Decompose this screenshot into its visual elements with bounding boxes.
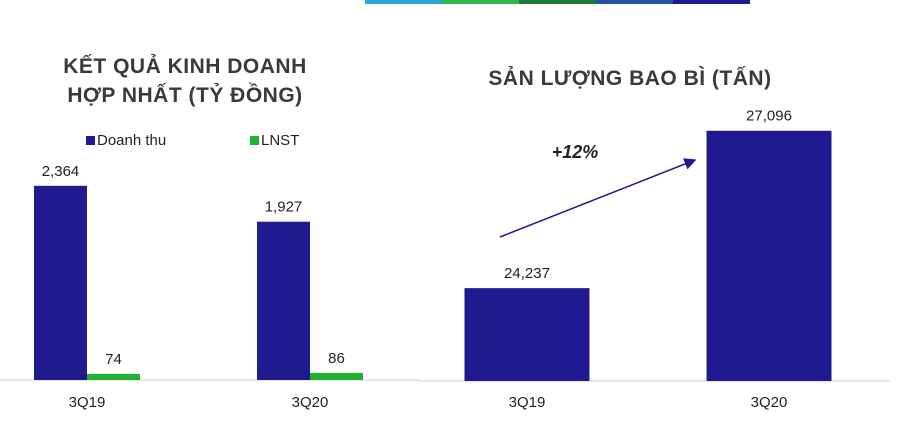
x-tick-label: 3Q20	[751, 394, 788, 411]
value-label: 27,096	[746, 108, 792, 125]
bar	[87, 373, 140, 380]
legend-swatch	[250, 136, 259, 145]
bar	[706, 130, 832, 381]
x-tick-label: 3Q19	[69, 394, 106, 411]
growth-arrow	[499, 158, 697, 238]
bar	[257, 221, 310, 380]
value-label: 86	[328, 350, 345, 367]
value-label: 2,364	[42, 163, 80, 180]
x-tick-label: 3Q19	[509, 394, 546, 411]
value-label: 74	[105, 351, 122, 368]
top-strip	[365, 0, 750, 4]
value-label: 1,927	[265, 199, 303, 216]
legend-swatch	[86, 136, 95, 145]
value-label: 24,237	[504, 265, 550, 282]
x-tick-label: 3Q20	[292, 394, 329, 411]
legend-label: LNST	[261, 132, 299, 149]
legend-label: Doanh thu	[97, 132, 166, 149]
bar	[34, 185, 87, 380]
annotation: +12%	[552, 142, 599, 162]
chart-title: SẢN LƯỢNG BAO BÌ (TẤN)	[488, 67, 772, 90]
bar	[464, 288, 590, 381]
bar	[310, 372, 363, 380]
chart-title: KẾT QUẢ KINH DOANH HỢP NHẤT (TỶ ĐỒNG)	[63, 55, 307, 107]
